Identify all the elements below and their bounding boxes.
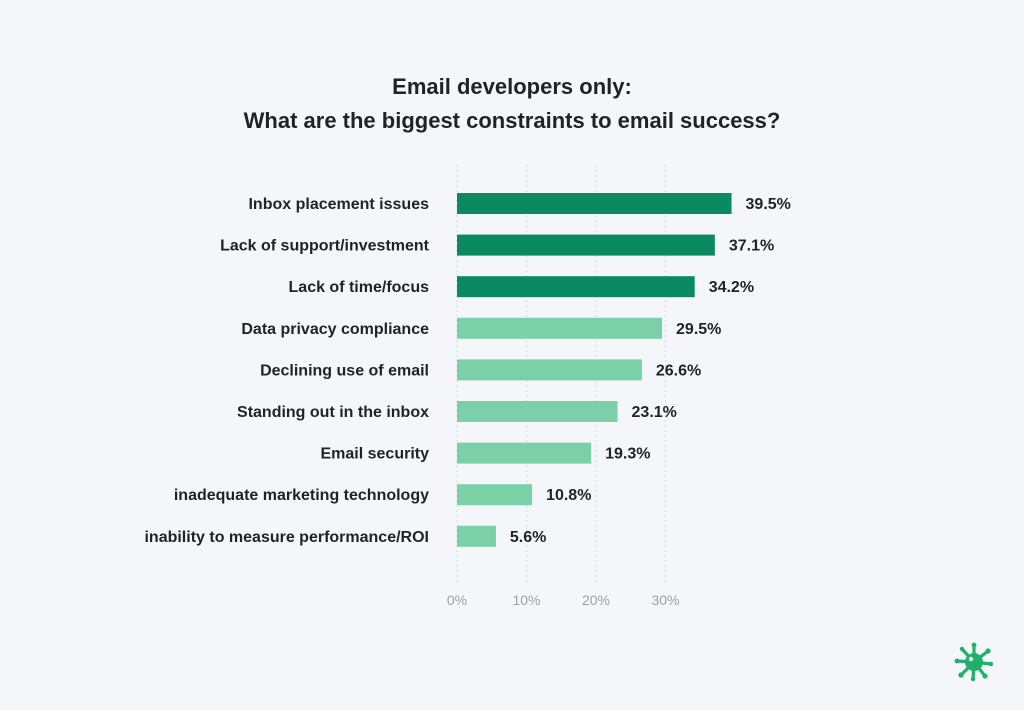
category-label: Email security xyxy=(321,446,430,463)
bar xyxy=(457,193,732,214)
chart-title-line-1: Email developers only: xyxy=(392,74,632,99)
bar xyxy=(457,401,618,422)
data-label: 29.5% xyxy=(676,321,721,338)
category-label: Declining use of email xyxy=(260,362,429,379)
category-label: Standing out in the inbox xyxy=(237,404,429,421)
category-label: Data privacy compliance xyxy=(241,321,429,338)
category-label: inadequate marketing technology xyxy=(174,487,429,504)
bar xyxy=(457,525,496,547)
category-label: Inbox placement issues xyxy=(248,196,429,213)
data-label: 39.5% xyxy=(746,196,791,213)
chart-title: Email developers only: What are the bigg… xyxy=(0,70,1024,138)
x-axis-ticks: 0% 10% 20% 30% xyxy=(447,592,680,608)
bar xyxy=(457,276,695,298)
data-label: 23.1% xyxy=(632,404,677,421)
data-label: 19.3% xyxy=(605,446,650,463)
x-tick-label: 0% xyxy=(447,592,467,608)
bar xyxy=(457,442,592,464)
data-label: 34.2% xyxy=(709,279,754,296)
data-label: 10.8% xyxy=(546,487,591,504)
value-labels: 39.5% 37.1% 34.2% 29.5% 26.6% 23.1% 19.3% 10.8%… xyxy=(510,196,791,546)
category-labels: Inbox placement issues Lack of support/in… xyxy=(144,196,429,546)
data-label: 26.6% xyxy=(656,362,701,379)
x-tick-label: 30% xyxy=(651,592,679,608)
x-tick-label: 20% xyxy=(582,592,610,608)
category-label: Lack of support/investment xyxy=(220,238,430,255)
category-label: inability to measure performance/ROI xyxy=(144,529,429,546)
bar xyxy=(457,317,663,339)
data-label: 37.1% xyxy=(729,238,774,255)
bar xyxy=(457,359,642,381)
splat-logo-icon xyxy=(954,642,994,682)
bar xyxy=(457,484,533,506)
bars xyxy=(457,193,732,547)
bar xyxy=(457,234,715,256)
category-label: Lack of time/focus xyxy=(289,279,430,296)
x-tick-label: 10% xyxy=(512,592,540,608)
chart-title-line-2: What are the biggest constraints to emai… xyxy=(243,108,781,133)
data-label: 5.6% xyxy=(510,529,546,546)
